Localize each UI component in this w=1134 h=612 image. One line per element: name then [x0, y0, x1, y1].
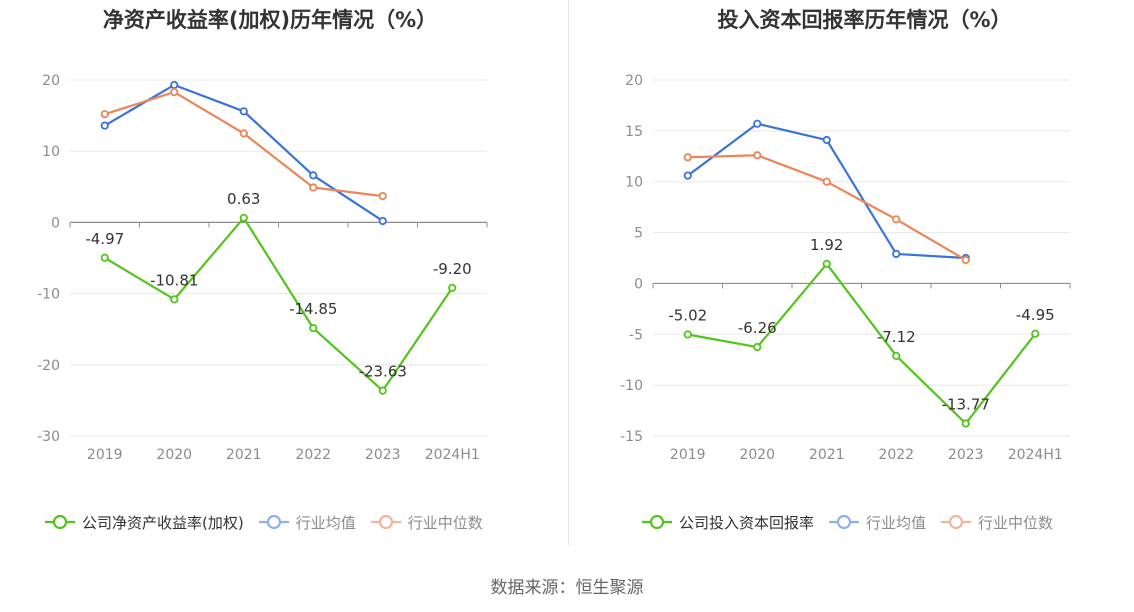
data-point[interactable] — [683, 330, 692, 339]
y-tick-label: -10 — [620, 378, 643, 394]
y-tick-label: -10 — [37, 287, 60, 303]
roe-legend: 公司净资产收益率(加权) 行业均值 行业中位数 — [44, 508, 497, 536]
data-point[interactable] — [753, 343, 762, 352]
y-tick-label: -5 — [629, 327, 643, 343]
data-point[interactable] — [892, 351, 901, 360]
data-point[interactable] — [239, 213, 248, 223]
data-point[interactable] — [753, 151, 762, 160]
data-label: -23.63 — [359, 363, 407, 381]
data-point[interactable] — [100, 110, 109, 119]
x-tick-label: 2022 — [295, 447, 331, 463]
data-point[interactable] — [309, 183, 318, 192]
data-point[interactable] — [683, 171, 692, 180]
legend-label: 行业中位数 — [978, 513, 1054, 532]
legend-item[interactable]: 公司净资产收益率(加权) — [44, 512, 244, 533]
data-point[interactable] — [822, 259, 831, 268]
legend-item[interactable]: 公司投入资本回报率 — [641, 512, 814, 533]
roic-chart-title: 投入资本回报率历年情况（%） — [717, 8, 1012, 32]
data-label: -4.97 — [85, 230, 124, 248]
legend-marker-icon — [829, 514, 860, 530]
data-point[interactable] — [378, 216, 387, 226]
data-point[interactable] — [170, 295, 179, 304]
legend-label: 公司投入资本回报率 — [679, 513, 815, 532]
data-label: -13.77 — [942, 395, 990, 413]
x-tick-label: 2019 — [670, 447, 706, 463]
legend-item[interactable]: 行业均值 — [258, 512, 356, 533]
y-tick-label: 10 — [625, 175, 643, 191]
legend-marker-icon — [45, 514, 75, 530]
data-label: -14.85 — [289, 300, 337, 318]
x-tick-label: 2019 — [87, 447, 123, 463]
data-point[interactable] — [100, 121, 109, 130]
legend-label: 行业均值 — [866, 513, 927, 532]
panel-divider — [568, 0, 569, 545]
legend-marker-icon — [258, 514, 289, 530]
data-label: -4.95 — [1016, 306, 1055, 324]
y-tick-label: 20 — [42, 73, 60, 89]
data-point[interactable] — [753, 119, 762, 128]
data-point[interactable] — [239, 129, 248, 138]
x-tick-label: 2020 — [739, 447, 775, 463]
legend-label: 公司净资产收益率(加权) — [82, 513, 244, 532]
x-tick-label: 2023 — [365, 447, 401, 463]
x-tick-label: 2024H1 — [1008, 447, 1063, 463]
roic-legend: 公司投入资本回报率 行业均值 行业中位数 — [641, 508, 1067, 536]
data-point[interactable] — [378, 191, 387, 201]
data-point[interactable] — [822, 135, 831, 145]
data-source: 数据来源：恒生聚源 — [490, 578, 644, 598]
x-tick-label: 2023 — [948, 447, 984, 463]
legend-item[interactable]: 行业均值 — [828, 512, 926, 533]
data-label: 1.92 — [810, 236, 843, 254]
data-point[interactable] — [1031, 329, 1040, 338]
y-tick-label: 0 — [51, 215, 60, 231]
y-tick-label: 0 — [634, 276, 643, 292]
roic-plot: 20 15 10 5 0 -5 -10 -15 2019 2020 2021 2022 2023 2024… — [620, 73, 1071, 463]
roic-chart-panel: 投入资本回报率历年情况（%） 20 15 10 5 0 -5 -10 -15 2019 2020 2… — [567, 0, 1134, 560]
y-tick-label: -30 — [37, 429, 60, 445]
y-tick-label: 10 — [42, 144, 60, 160]
data-point[interactable] — [961, 419, 970, 428]
data-point[interactable] — [309, 324, 318, 333]
legend-marker-icon — [642, 514, 672, 530]
data-point[interactable] — [309, 171, 318, 180]
data-point[interactable] — [170, 88, 179, 97]
roe-chart-panel: 净资产收益率(加权)历年情况（%） 20 10 0 -10 -20 -30 2019 2020… — [0, 0, 567, 560]
data-point[interactable] — [100, 253, 109, 262]
y-tick-label: -15 — [620, 429, 643, 445]
legend-label: 行业中位数 — [407, 513, 483, 532]
series-line — [687, 262, 1037, 425]
legend-item[interactable]: 行业中位数 — [940, 512, 1053, 533]
x-tick-label: 2020 — [156, 447, 192, 463]
data-point[interactable] — [822, 177, 831, 186]
data-label: -5.02 — [668, 306, 707, 324]
roe-plot: 20 10 0 -10 -20 -30 2019 2020 2021 2022 2023 2024H1… — [37, 73, 488, 463]
legend-marker-icon — [370, 514, 401, 530]
x-tick-label: 2021 — [809, 447, 845, 463]
data-label: -9.20 — [433, 260, 472, 278]
data-point[interactable] — [892, 215, 901, 224]
data-label: -10.81 — [150, 271, 198, 289]
legend-label: 行业均值 — [295, 513, 356, 532]
y-tick-label: 5 — [634, 226, 643, 242]
series-line — [104, 216, 454, 392]
roe-chart-title: 净资产收益率(加权)历年情况（%） — [102, 8, 438, 32]
y-tick-label: 15 — [625, 124, 643, 140]
y-tick-label: 20 — [625, 73, 643, 89]
data-point[interactable] — [892, 249, 901, 259]
x-tick-label: 2024H1 — [425, 447, 480, 463]
legend-marker-icon — [941, 514, 972, 530]
y-tick-label: -20 — [37, 358, 60, 374]
data-point[interactable] — [961, 255, 970, 265]
data-point[interactable] — [170, 80, 179, 90]
data-label: 0.63 — [227, 190, 260, 208]
x-tick-label: 2021 — [226, 447, 262, 463]
data-point[interactable] — [683, 153, 692, 162]
data-point[interactable] — [239, 107, 248, 116]
data-point[interactable] — [378, 386, 387, 395]
data-label: -7.12 — [877, 328, 916, 346]
data-label: -6.26 — [738, 319, 777, 337]
data-point[interactable] — [448, 283, 457, 293]
x-tick-label: 2022 — [878, 447, 914, 463]
legend-item[interactable]: 行业中位数 — [370, 512, 483, 533]
